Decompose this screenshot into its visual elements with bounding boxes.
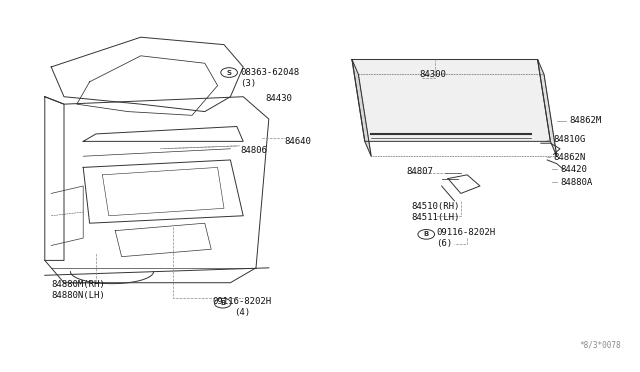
Text: 84640: 84640 [285, 137, 312, 146]
Text: 84862M: 84862M [570, 116, 602, 125]
Text: B: B [220, 300, 225, 306]
Text: 84807: 84807 [406, 167, 433, 176]
Text: 08363-62048
(3): 08363-62048 (3) [240, 68, 299, 88]
Text: S: S [227, 70, 232, 76]
Text: 84880A: 84880A [560, 178, 592, 187]
Text: 84420: 84420 [560, 165, 587, 174]
Text: 09116-8202H
(4): 09116-8202H (4) [212, 297, 271, 317]
Text: 84806: 84806 [240, 146, 267, 155]
Polygon shape [352, 60, 371, 156]
Text: 84300: 84300 [419, 70, 446, 79]
Text: 84810G: 84810G [554, 135, 586, 144]
Text: 84880M(RH)
84880N(LH): 84880M(RH) 84880N(LH) [51, 280, 105, 300]
Text: B: B [424, 231, 429, 237]
Polygon shape [352, 60, 550, 141]
Text: 84510(RH)
84511(LH): 84510(RH) 84511(LH) [411, 202, 460, 222]
Text: 84430: 84430 [266, 94, 292, 103]
Text: 84862N: 84862N [554, 153, 586, 162]
Text: 09116-8202H
(6): 09116-8202H (6) [436, 228, 495, 248]
Text: *8/3*0078: *8/3*0078 [579, 341, 621, 350]
Polygon shape [538, 60, 557, 156]
